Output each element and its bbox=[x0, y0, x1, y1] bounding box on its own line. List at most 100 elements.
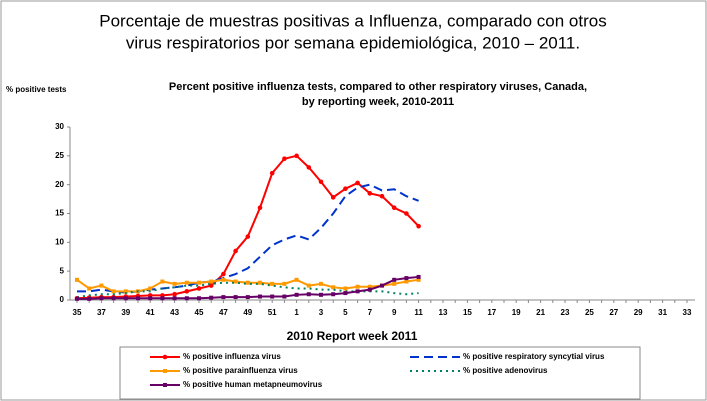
point bbox=[355, 284, 360, 289]
legend-label: % positive adenovirus bbox=[463, 366, 548, 375]
y-tick-label: 10 bbox=[55, 237, 64, 246]
point bbox=[209, 279, 214, 284]
point bbox=[404, 211, 409, 216]
x-tick-label: 31 bbox=[658, 308, 667, 317]
x-tick-label: 7 bbox=[368, 308, 373, 317]
point bbox=[331, 285, 336, 290]
x-tick-label: 37 bbox=[97, 308, 106, 317]
legend-label: % positive parainfluenza virus bbox=[183, 366, 298, 375]
point bbox=[355, 180, 360, 186]
point bbox=[233, 279, 238, 284]
point bbox=[87, 286, 92, 291]
x-tick-label: 47 bbox=[219, 308, 228, 317]
point bbox=[148, 286, 153, 291]
point bbox=[233, 248, 238, 254]
x-tick-label: 1 bbox=[294, 308, 299, 317]
point bbox=[172, 281, 177, 286]
x-tick-label: 33 bbox=[683, 308, 692, 317]
point bbox=[306, 165, 312, 170]
point bbox=[172, 291, 177, 297]
point bbox=[355, 289, 360, 294]
x-tick-label: 27 bbox=[609, 308, 618, 317]
point bbox=[269, 170, 275, 176]
point bbox=[270, 294, 275, 299]
x-tick-label: 23 bbox=[561, 308, 570, 317]
legend-marker bbox=[162, 354, 168, 360]
point bbox=[282, 294, 287, 299]
point bbox=[258, 294, 262, 299]
point bbox=[318, 179, 324, 185]
point bbox=[245, 280, 250, 285]
x-tick-label: 39 bbox=[121, 308, 130, 317]
point bbox=[123, 289, 128, 294]
point bbox=[257, 205, 263, 211]
x-tick-label: 3 bbox=[319, 308, 324, 317]
point bbox=[282, 281, 287, 286]
point bbox=[416, 277, 421, 282]
x-tick-label: 9 bbox=[392, 308, 397, 317]
point bbox=[87, 296, 92, 301]
legend-label: % positive human metapneumovirus bbox=[183, 380, 323, 389]
y-tick-label: 20 bbox=[55, 180, 64, 189]
point bbox=[330, 195, 336, 200]
point bbox=[343, 286, 348, 291]
point bbox=[99, 283, 104, 288]
point bbox=[196, 286, 202, 291]
point bbox=[123, 296, 128, 301]
heading: virus respiratorios por semana epidemiol… bbox=[126, 33, 580, 52]
point bbox=[111, 296, 116, 301]
point bbox=[367, 284, 372, 289]
point bbox=[294, 292, 299, 297]
point bbox=[184, 289, 190, 294]
y-tick-label: 30 bbox=[55, 122, 64, 131]
point bbox=[416, 274, 421, 279]
point bbox=[258, 280, 262, 285]
heading: Porcentaje de muestras positivas a Influ… bbox=[99, 11, 606, 30]
point bbox=[380, 283, 384, 288]
legend-marker bbox=[163, 369, 167, 373]
point bbox=[221, 277, 226, 282]
point bbox=[221, 295, 226, 300]
point bbox=[99, 296, 104, 301]
point bbox=[404, 276, 409, 281]
point bbox=[184, 296, 189, 301]
point bbox=[172, 296, 177, 301]
x-tick-label: 11 bbox=[414, 308, 423, 317]
legend-label: % positive respiratory syncytial virus bbox=[463, 352, 605, 361]
point bbox=[404, 279, 409, 284]
point bbox=[160, 279, 165, 284]
y-axis-label: % positive tests bbox=[6, 85, 67, 94]
point bbox=[379, 193, 385, 199]
x-tick-label: 49 bbox=[243, 308, 252, 317]
x-tick-label: 35 bbox=[73, 308, 82, 317]
y-tick-label: 5 bbox=[60, 266, 65, 275]
point bbox=[331, 292, 336, 297]
point bbox=[245, 234, 251, 239]
x-tick-label: 43 bbox=[170, 308, 179, 317]
point bbox=[245, 295, 250, 300]
x-tick-label: 29 bbox=[634, 308, 643, 317]
point bbox=[367, 191, 373, 196]
point bbox=[392, 277, 397, 282]
point bbox=[75, 296, 79, 301]
point bbox=[294, 277, 299, 282]
x-tick-label: 17 bbox=[487, 308, 496, 317]
point bbox=[306, 292, 311, 297]
point bbox=[184, 280, 189, 285]
point bbox=[282, 156, 287, 162]
point bbox=[75, 277, 79, 282]
point bbox=[294, 153, 299, 159]
x-tick-label: 51 bbox=[268, 308, 277, 317]
legend bbox=[119, 346, 641, 400]
point bbox=[270, 281, 275, 286]
point bbox=[209, 295, 214, 300]
x-tick-label: 45 bbox=[195, 308, 204, 317]
chart-title: by reporting week, 2010-2011 bbox=[302, 96, 454, 108]
x-tick-label: 25 bbox=[585, 308, 594, 317]
point bbox=[319, 281, 323, 286]
x-tick-label: 13 bbox=[439, 308, 448, 317]
point bbox=[416, 223, 421, 229]
x-tick-label: 41 bbox=[146, 308, 155, 317]
